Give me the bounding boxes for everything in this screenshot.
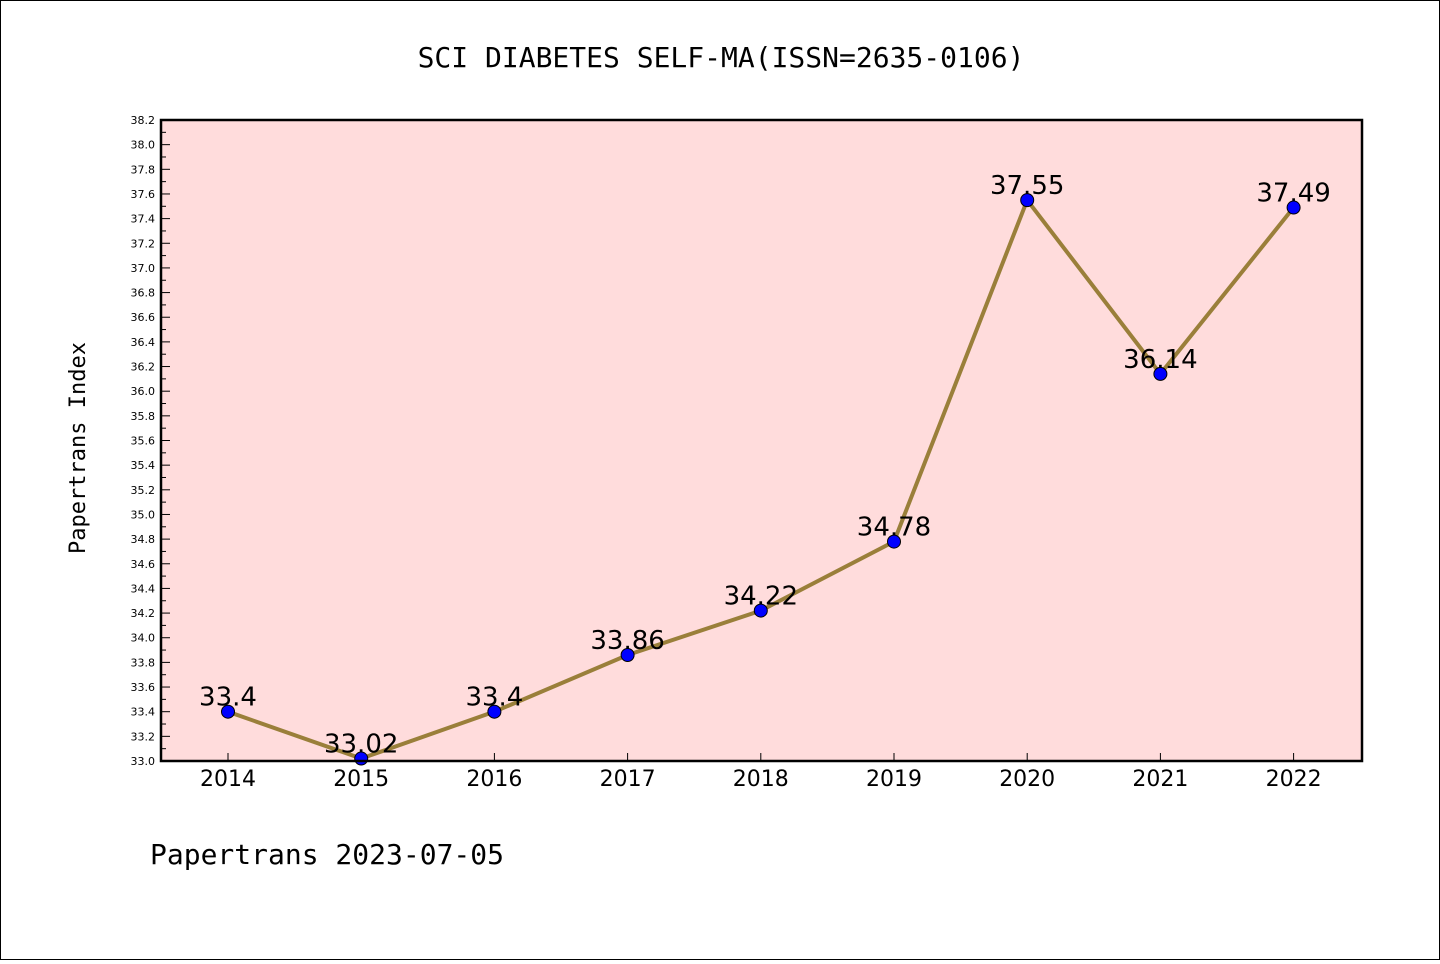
y-tick-label: 38.2	[131, 114, 156, 127]
y-tick-label: 36.8	[131, 287, 156, 300]
data-point	[487, 704, 502, 719]
data-label: 34.22	[724, 582, 798, 612]
y-tick-label: 36.0	[131, 385, 156, 398]
y-tick-label: 34.6	[131, 558, 156, 571]
x-tick-label: 2022	[1266, 767, 1322, 792]
footer-credit: Papertrans 2023-07-05	[150, 838, 504, 871]
y-tick-label: 33.2	[131, 730, 156, 743]
y-tick-label: 35.4	[131, 459, 156, 472]
data-label: 33.4	[199, 683, 257, 713]
data-label: 37.55	[990, 171, 1064, 201]
data-point	[1153, 366, 1168, 381]
plot-border	[159, 118, 1364, 763]
data-point	[620, 647, 635, 662]
y-tick-label: 37.6	[131, 188, 156, 201]
plot-area	[161, 120, 1362, 761]
data-label: 37.49	[1256, 179, 1330, 209]
y-tick-label: 34.2	[131, 607, 156, 620]
y-tick-label: 37.0	[131, 262, 156, 275]
y-tick-label: 37.4	[131, 213, 156, 226]
x-tick-label: 2021	[1132, 767, 1188, 792]
y-tick-label: 35.0	[131, 508, 156, 521]
y-tick-label: 38.0	[131, 139, 156, 152]
y-tick-label: 34.0	[131, 632, 156, 645]
x-tick-label: 2015	[333, 767, 389, 792]
y-tick-label: 34.4	[131, 582, 156, 595]
y-tick-label: 34.8	[131, 533, 156, 546]
data-point	[1020, 193, 1035, 208]
x-tick-label: 2014	[200, 767, 256, 792]
x-tick-label: 2017	[600, 767, 656, 792]
y-tick-label: 33.6	[131, 681, 156, 694]
data-label: 36.14	[1123, 345, 1197, 375]
y-tick-label: 35.2	[131, 484, 156, 497]
data-label: 33.4	[465, 683, 523, 713]
y-tick-label: 36.6	[131, 311, 156, 324]
x-tick-label: 2020	[999, 767, 1055, 792]
x-tick-label: 2018	[733, 767, 789, 792]
y-tick-label: 33.0	[131, 755, 156, 768]
y-tick-label: 36.4	[131, 336, 156, 349]
data-label: 33.02	[324, 730, 398, 760]
data-point	[1286, 200, 1301, 215]
y-tick-label: 37.2	[131, 237, 156, 250]
series-layer: 33.4 33.02 33.4 33.86 34.22 34.78 37.55 36.14 37…	[199, 171, 1331, 766]
y-tick-label: 33.4	[131, 706, 156, 719]
data-label: 34.78	[857, 513, 931, 543]
x-tick-label: 2016	[466, 767, 522, 792]
y-tick-label: 33.8	[131, 656, 156, 669]
x-tick-label: 2019	[866, 767, 922, 792]
x-axis-ticks: 2014 2015 2016 2017 2018 2019 2020 2021 2022	[200, 753, 1322, 792]
y-tick-label: 35.8	[131, 410, 156, 423]
y-axis-ticks: 33.0 33.2 33.4 33.6 33.8 34.0 34.2 34.4 34.6 34.8…	[131, 114, 170, 768]
data-point	[887, 534, 901, 549]
data-point	[221, 704, 235, 719]
y-tick-label: 37.8	[131, 163, 156, 176]
data-label: 33.86	[590, 626, 664, 656]
y-tick-label: 35.6	[131, 435, 156, 448]
data-point	[753, 603, 768, 618]
y-axis-label: Papertrans Index	[66, 342, 91, 554]
chart-title: SCI DIABETES SELF-MA(ISSN=2635-0106)	[418, 41, 1025, 74]
y-tick-label: 36.2	[131, 361, 156, 374]
